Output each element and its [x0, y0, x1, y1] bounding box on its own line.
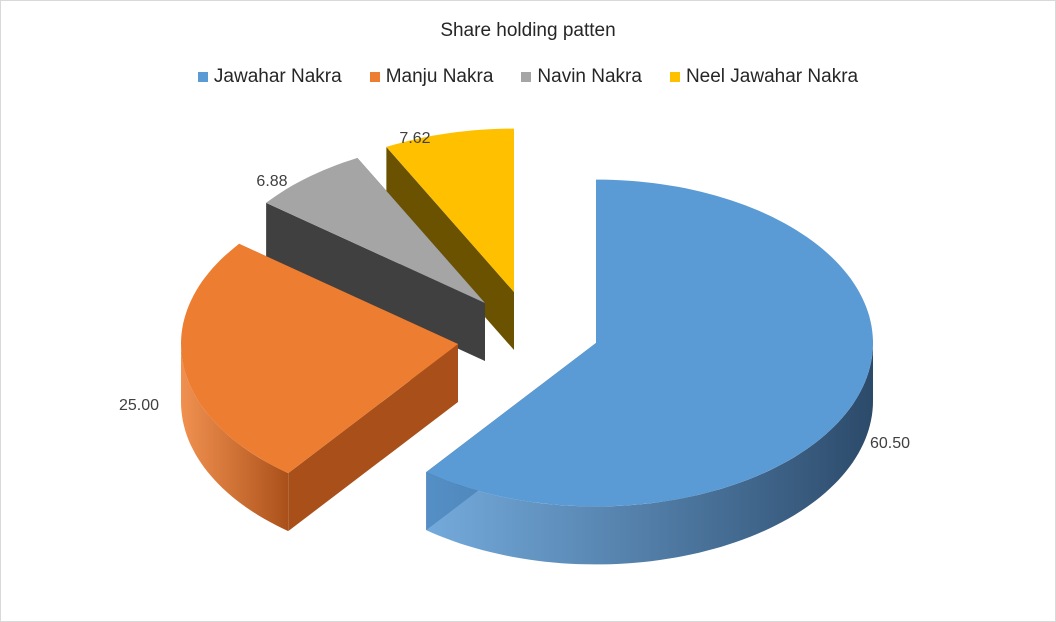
pie-slice: [426, 179, 873, 565]
chart-legend: Jawahar Nakra Manju Nakra Navin Nakra Ne…: [0, 66, 1056, 88]
legend-swatch: [521, 72, 532, 82]
legend-swatch: [669, 72, 680, 82]
slice-top: [426, 179, 873, 507]
legend-label: Jawahar Nakra: [213, 66, 342, 87]
pie-slice: [266, 157, 485, 361]
slice-side-wall: [266, 202, 485, 361]
slice-outer-wall: [181, 344, 289, 532]
data-label: 60.50: [870, 435, 910, 452]
slice-top: [181, 243, 458, 474]
chart-title: Share holding patten: [440, 20, 616, 41]
data-label: 6.88: [256, 173, 287, 190]
legend-item: Jawahar Nakra: [197, 66, 342, 88]
legend-swatch: [369, 72, 380, 82]
data-label: 7.62: [399, 130, 430, 147]
slice-side-wall: [386, 146, 514, 350]
legend-label: Navin Nakra: [537, 66, 642, 87]
pie-slice: [386, 128, 514, 350]
legend-label: Manju Nakra: [385, 66, 494, 87]
slice-top: [386, 128, 514, 292]
slice-side-wall: [288, 344, 458, 532]
legend-item: Manju Nakra: [369, 66, 494, 88]
data-label: 25.00: [119, 397, 159, 414]
pie-slice: [181, 243, 458, 532]
legend-item: Navin Nakra: [521, 66, 642, 88]
legend-swatch: [197, 72, 208, 82]
legend-label: Neel Jawahar Nakra: [685, 66, 859, 87]
slice-outer-wall: [426, 343, 873, 565]
slice-top: [266, 157, 485, 303]
legend-item: Neel Jawahar Nakra: [669, 66, 859, 88]
